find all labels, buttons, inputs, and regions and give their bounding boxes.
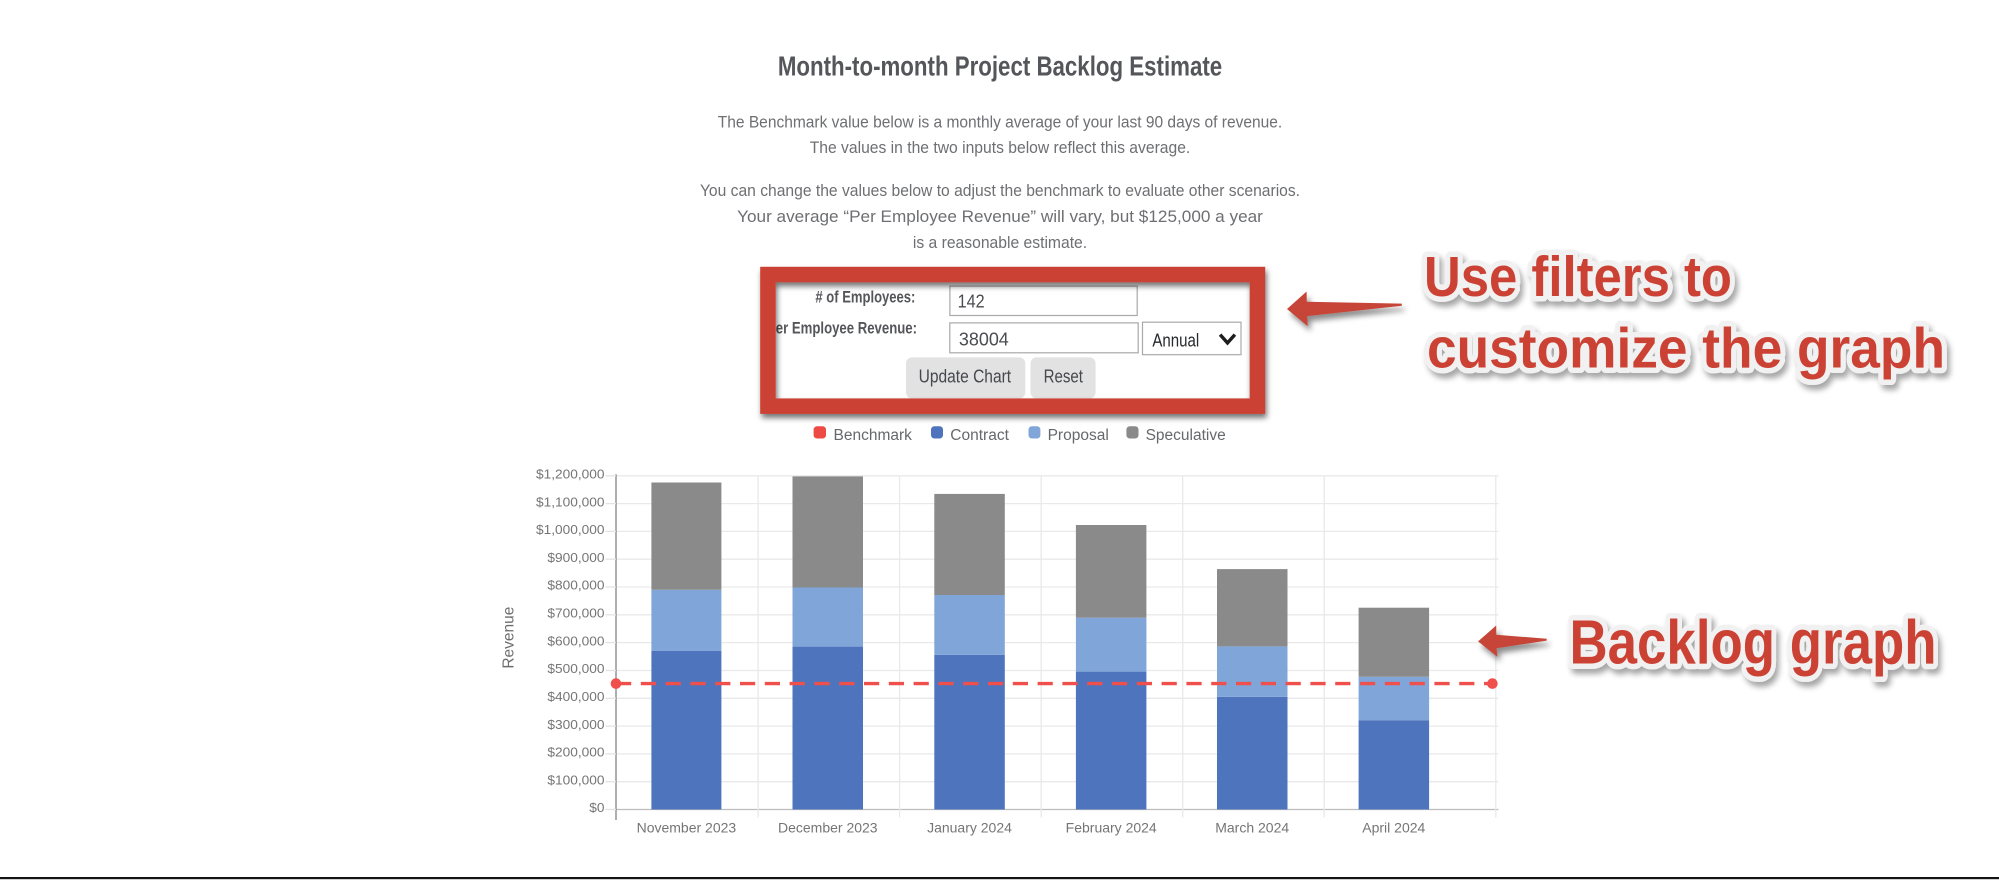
svg-text:January 2024: January 2024 [927,820,1012,836]
svg-text:Proposal: Proposal [1048,427,1109,444]
svg-text:Reset: Reset [1044,367,1083,387]
svg-text:142: 142 [958,291,985,312]
svg-text:March 2024: March 2024 [1215,820,1289,836]
svg-text:The Benchmark value below is a: The Benchmark value below is a monthly a… [718,112,1283,131]
svg-text:Annual: Annual [1152,329,1199,350]
svg-text:Backlog graph: Backlog graph [1570,609,1937,678]
svg-text:$1,000,000: $1,000,000 [536,522,605,537]
svg-text:The values in the two inputs b: The values in the two inputs below refle… [810,138,1191,157]
svg-text:is a reasonable estimate.: is a reasonable estimate. [913,233,1087,252]
svg-text:$800,000: $800,000 [547,578,604,593]
svg-text:$600,000: $600,000 [547,633,604,648]
svg-text:$0: $0 [589,800,604,815]
svg-text:Month-to-month Project Backlog: Month-to-month Project Backlog Estimate [778,51,1222,82]
svg-text:# of Employees:: # of Employees: [815,289,915,307]
svg-text:December 2023: December 2023 [778,820,878,836]
svg-text:38004: 38004 [959,329,1009,350]
svg-text:Per Employee Revenue:: Per Employee Revenue: [767,320,917,338]
svg-text:$700,000: $700,000 [547,606,604,621]
svg-text:Benchmark: Benchmark [834,427,913,444]
svg-text:Update Chart: Update Chart [919,367,1012,387]
svg-text:Revenue: Revenue [501,607,518,669]
svg-text:$1,200,000: $1,200,000 [536,467,605,482]
svg-text:$200,000: $200,000 [547,745,604,760]
svg-text:$500,000: $500,000 [547,661,604,676]
svg-text:$1,100,000: $1,100,000 [536,494,605,509]
svg-text:Your average “Per Employee Rev: Your average “Per Employee Revenue” will… [737,207,1263,226]
svg-text:Use filters to: Use filters to [1424,245,1732,309]
svg-text:$900,000: $900,000 [547,550,604,565]
svg-text:customize the graph: customize the graph [1427,316,1945,380]
svg-text:Contract: Contract [950,427,1009,444]
svg-text:$300,000: $300,000 [547,717,604,732]
svg-text:$400,000: $400,000 [547,689,604,704]
svg-text:$100,000: $100,000 [547,772,604,787]
svg-text:April 2024: April 2024 [1362,820,1425,836]
svg-text:February 2024: February 2024 [1066,820,1157,836]
svg-text:November 2023: November 2023 [637,820,737,836]
svg-text:You can change the values belo: You can change the values below to adjus… [700,181,1300,200]
svg-text:Speculative: Speculative [1146,427,1226,444]
